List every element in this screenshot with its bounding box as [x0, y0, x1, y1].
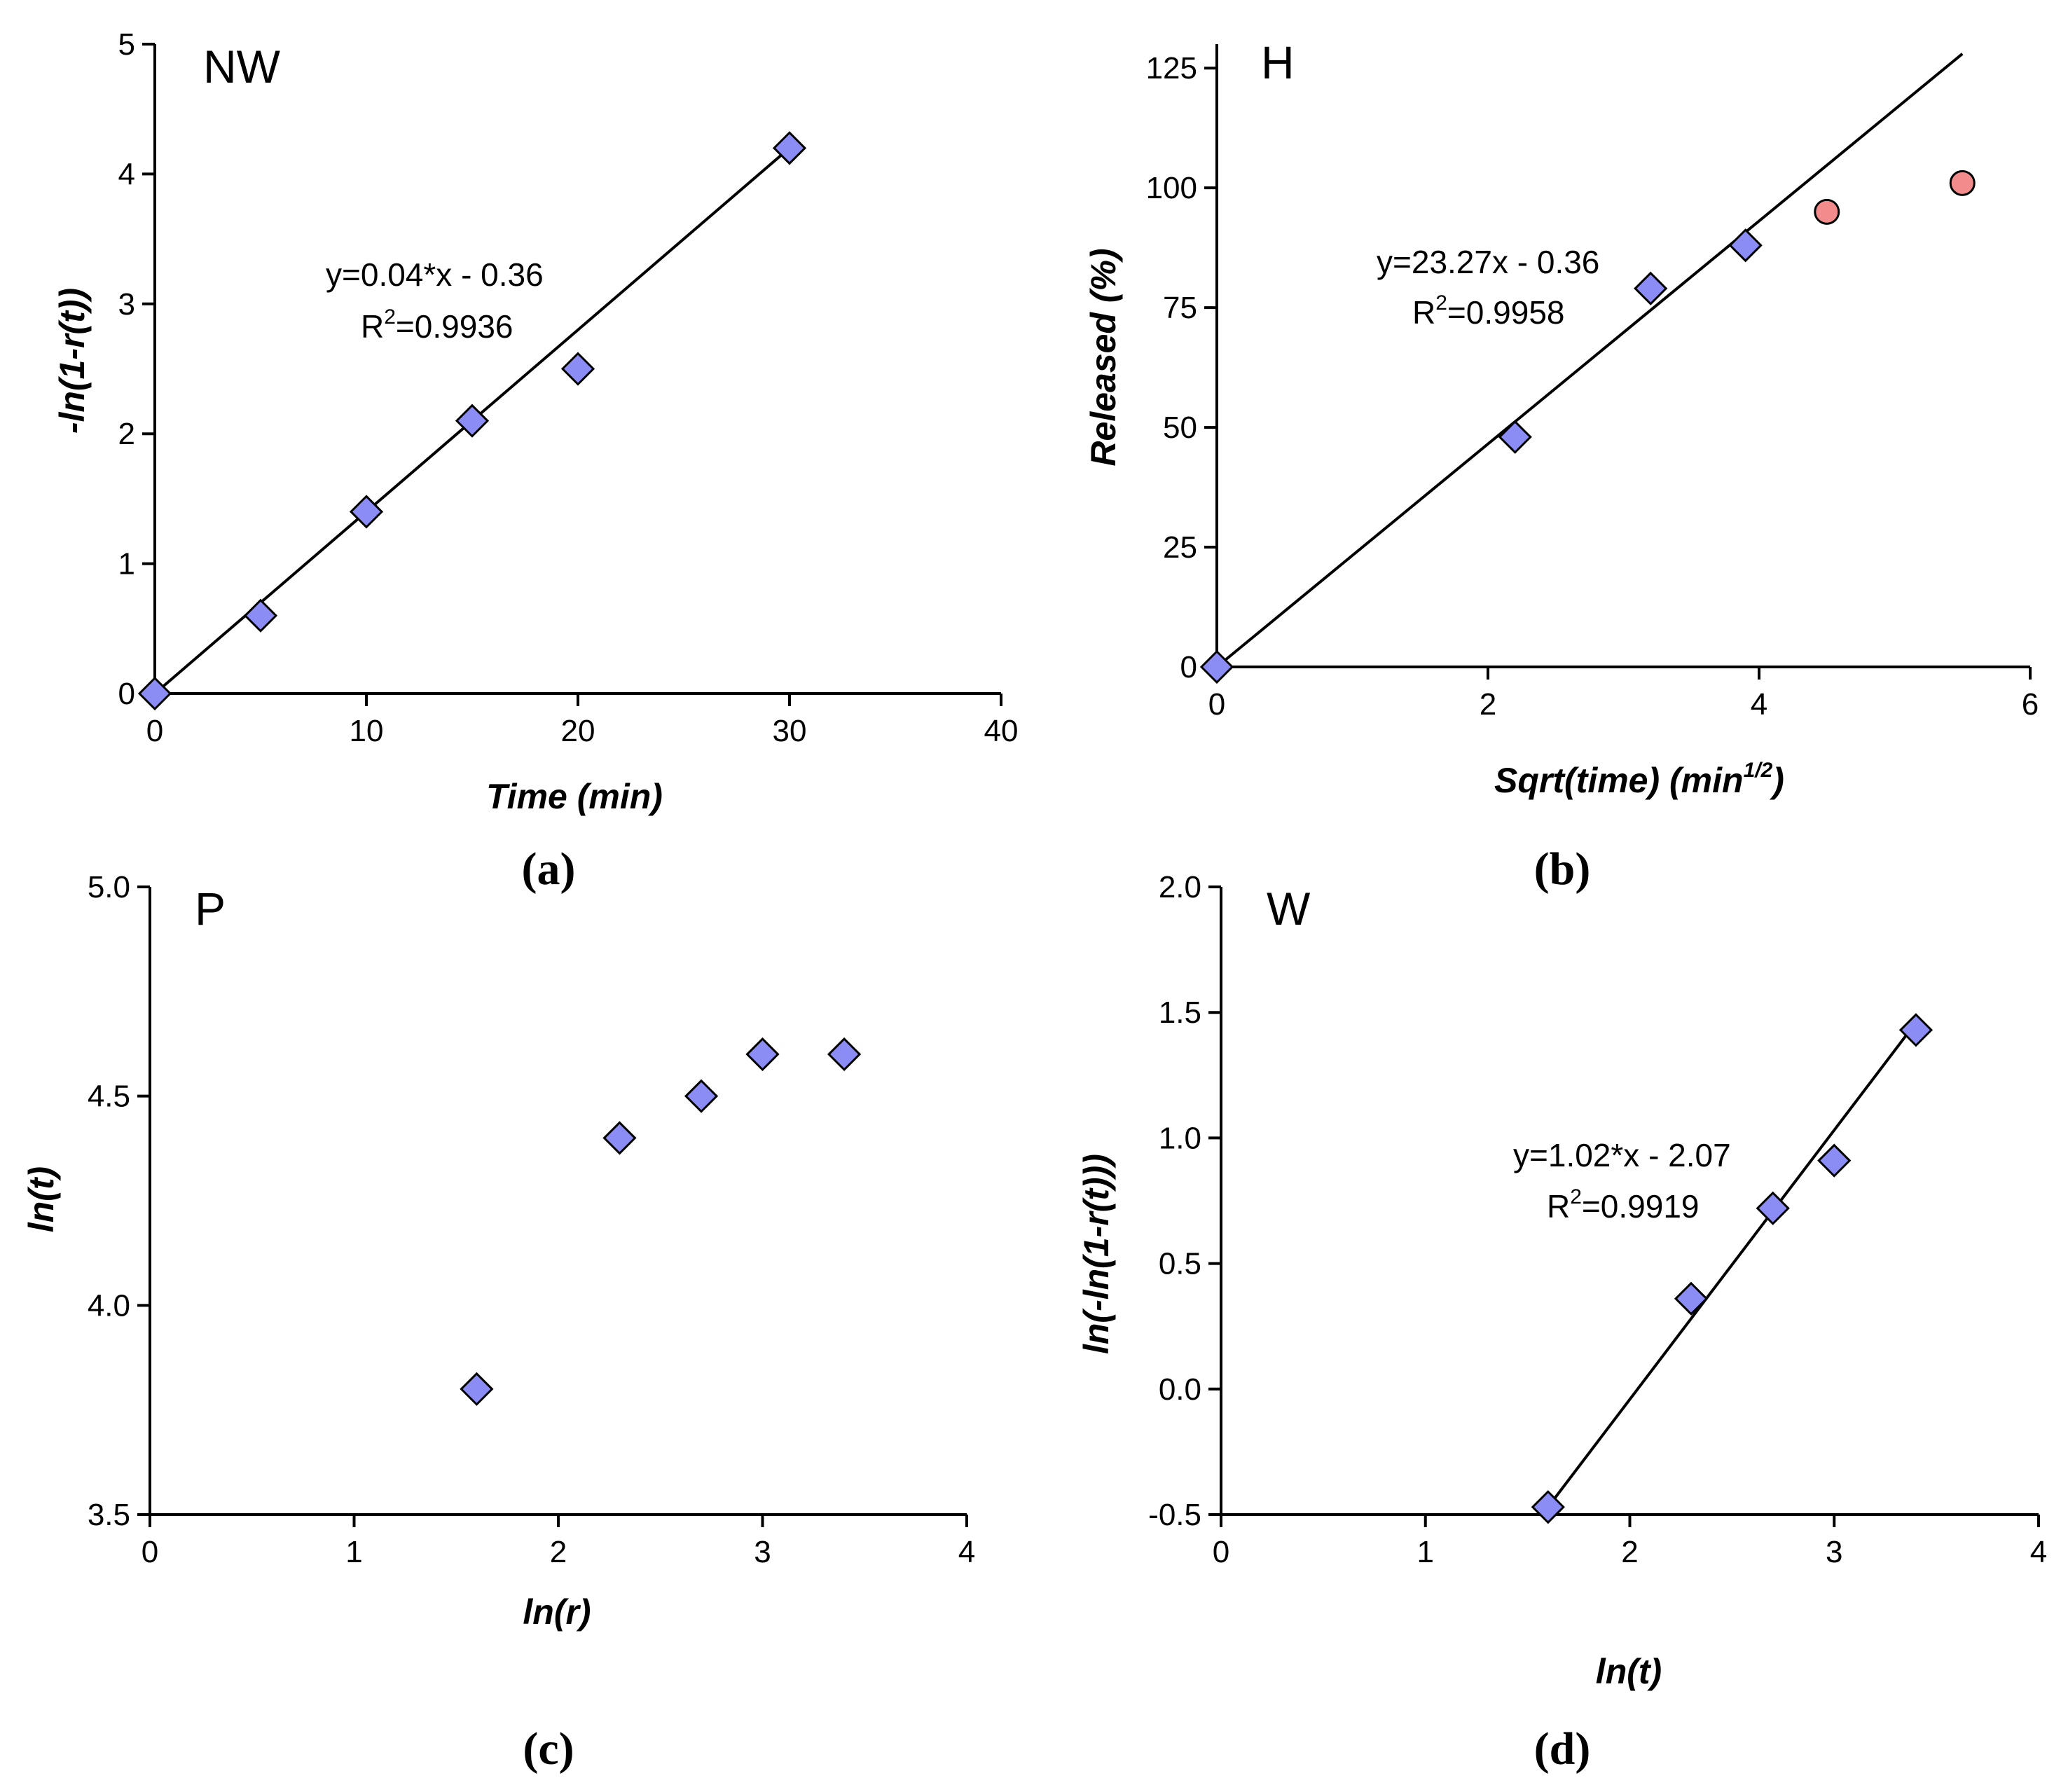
- panel-b: 0 2 4 6 0 25 50 75 100 125 H y=23.27x - 0.36 R2=0…: [1084, 36, 2039, 895]
- y-tick-label: 4.5: [88, 1080, 130, 1114]
- panel-c-title: P: [195, 883, 226, 935]
- panel-b-r2: R2=0.9958: [1412, 291, 1564, 331]
- x-tick-label: 2: [550, 1535, 567, 1569]
- x-tick-label: 1: [1417, 1535, 1434, 1569]
- y-tick-label: 0: [1180, 650, 1197, 684]
- panel-d-fit-line: [1547, 1021, 1917, 1508]
- x-tick-label: 0: [142, 1535, 158, 1569]
- y-tick-label: 4: [118, 157, 135, 191]
- y-tick-label: 125: [1146, 51, 1197, 85]
- y-tick-label: 5.0: [88, 870, 130, 904]
- panel-d: 0 1 2 3 4 -0.5 0.0 0.5 1.0 1.5 2.0 W y=1.02*x - 2.…: [1077, 870, 2047, 1774]
- panel-b-caption: (b): [1534, 843, 1591, 895]
- y-tick-label: 1: [118, 547, 135, 581]
- y-tick-label: -0.5: [1148, 1498, 1201, 1532]
- panel-a-r2: R2=0.9936: [361, 305, 513, 345]
- panel-a: 0 10 20 30 40 0 1 2 3 4 5 NW y=0.04*x - 0.36 R2=0.…: [53, 27, 1018, 895]
- x-tick-label: 0: [146, 714, 163, 748]
- panel-d-point-diamond: [1674, 1281, 1709, 1316]
- panel-d-point-diamond: [1817, 1143, 1852, 1178]
- panel-a-equation: y=0.04*x - 0.36: [326, 256, 544, 293]
- panel-a-point-diamond: [560, 352, 595, 386]
- y-tick-label: 75: [1163, 291, 1197, 325]
- y-tick-label: 25: [1163, 530, 1197, 565]
- x-tick-label: 0: [1208, 687, 1225, 722]
- panel-a-point-diamond: [243, 598, 278, 633]
- panel-c-caption: (c): [523, 1723, 574, 1774]
- panel-b-y-axis-label: Released (%): [1084, 248, 1123, 466]
- panel-a-point-diamond: [772, 131, 807, 165]
- x-tick-label: 3: [754, 1535, 771, 1569]
- x-tick-label: 6: [2022, 687, 2039, 722]
- x-tick-label: 2: [1480, 687, 1496, 722]
- panel-b-marks: 0 2 4 6 0 25 50 75 100 125: [1146, 44, 2039, 722]
- x-tick-label: 20: [561, 714, 595, 748]
- panel-c-point-diamond: [460, 1372, 494, 1406]
- x-tick-label: 1: [345, 1535, 362, 1569]
- panel-a-point-diamond: [349, 495, 384, 529]
- panel-d-caption: (d): [1534, 1723, 1591, 1774]
- panel-b-point-circle: [1814, 198, 1840, 225]
- panel-a-title: NW: [203, 41, 281, 92]
- panel-d-point-diamond: [1531, 1490, 1565, 1524]
- panel-a-point-diamond: [137, 676, 172, 711]
- y-tick-label: 1.0: [1159, 1121, 1201, 1155]
- y-tick-label: 0.5: [1159, 1247, 1201, 1281]
- panel-a-point-diamond: [455, 404, 490, 438]
- x-tick-label: 2: [1621, 1535, 1638, 1569]
- panel-b-equation: y=23.27x - 0.36: [1377, 244, 1599, 280]
- panel-c-point-diamond: [684, 1079, 719, 1113]
- y-tick-label: 4.0: [88, 1288, 130, 1323]
- y-tick-label: 100: [1146, 171, 1197, 205]
- y-tick-label: 2.0: [1159, 870, 1201, 904]
- panel-b-fit-line: [1215, 53, 1964, 668]
- panel-b-title: H: [1261, 36, 1295, 88]
- y-tick-label: 0: [118, 677, 135, 711]
- panel-c-marks: 0 1 2 3 4 3.5 4.0 4.5 5.0: [88, 870, 975, 1569]
- panel-d-marks: 0 1 2 3 4 -0.5 0.0 0.5 1.0 1.5 2.0: [1148, 870, 2047, 1569]
- panel-b-point-circle: [1949, 170, 1976, 196]
- panel-a-x-axis-label: Time (min): [486, 777, 663, 816]
- panel-b-point-diamond: [1199, 649, 1234, 684]
- y-tick-label: 50: [1163, 411, 1197, 445]
- panel-c-point-diamond: [745, 1037, 780, 1072]
- panel-c-point-diamond: [602, 1121, 637, 1155]
- panel-d-y-axis-label: ln(-ln(1-r(t))): [1077, 1154, 1116, 1354]
- x-tick-label: 40: [984, 714, 1019, 748]
- panel-d-x-axis-label: ln(t): [1596, 1652, 1662, 1691]
- x-tick-label: 0: [1213, 1535, 1229, 1569]
- panel-b-x-axis-label: Sqrt(time) (min1/2): [1494, 759, 1784, 800]
- panel-b-point-diamond: [1498, 420, 1532, 454]
- panel-c: 0 1 2 3 4 3.5 4.0 4.5 5.0 P ln(r) ln(t) (c): [22, 870, 975, 1774]
- panel-b-point-diamond: [1634, 271, 1668, 305]
- y-tick-label: 3: [118, 287, 135, 322]
- panel-a-y-axis-label: -ln(1-r(t)): [53, 288, 92, 434]
- x-tick-label: 4: [958, 1535, 975, 1569]
- panel-d-point-diamond: [1756, 1191, 1790, 1225]
- panel-d-title: W: [1267, 883, 1311, 935]
- x-tick-label: 10: [350, 714, 384, 748]
- panel-a-caption: (a): [522, 843, 576, 895]
- x-tick-label: 4: [2030, 1535, 2047, 1569]
- x-tick-label: 30: [773, 714, 807, 748]
- y-tick-label: 5: [118, 27, 135, 62]
- x-tick-label: 3: [1826, 1535, 1842, 1569]
- panel-c-point-diamond: [827, 1037, 862, 1072]
- x-tick-label: 4: [1751, 687, 1767, 722]
- panel-c-y-axis-label: ln(t): [22, 1166, 61, 1232]
- y-tick-label: 1.5: [1159, 995, 1201, 1030]
- y-tick-label: 3.5: [88, 1498, 130, 1532]
- panel-a-marks: 0 10 20 30 40 0 1 2 3 4 5: [118, 27, 1019, 748]
- panel-d-point-diamond: [1898, 1013, 1934, 1047]
- y-tick-label: 0.0: [1159, 1372, 1201, 1407]
- panel-b-point-diamond: [1728, 228, 1763, 263]
- panel-d-equation: y=1.02*x - 2.07: [1513, 1137, 1731, 1173]
- panel-d-r2: R2=0.9919: [1547, 1185, 1699, 1225]
- y-tick-label: 2: [118, 417, 135, 451]
- panel-c-x-axis-label: ln(r): [523, 1592, 591, 1632]
